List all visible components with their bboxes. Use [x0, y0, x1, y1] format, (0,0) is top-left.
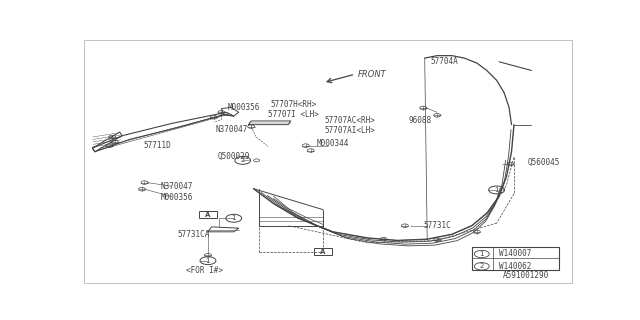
Text: M000356: M000356	[227, 103, 260, 112]
Text: 57707H<RH>: 57707H<RH>	[270, 100, 316, 109]
Text: 1: 1	[479, 251, 484, 257]
Text: M000356: M000356	[161, 193, 193, 202]
Text: 57707AI<LH>: 57707AI<LH>	[325, 126, 376, 135]
Text: <FOR I#>: <FOR I#>	[186, 266, 223, 275]
Bar	[314, 248, 332, 255]
Text: 57707AC<RH>: 57707AC<RH>	[325, 116, 376, 125]
Text: A591001290: A591001290	[503, 271, 550, 280]
Bar	[199, 211, 217, 218]
Text: M000344: M000344	[317, 139, 349, 148]
Text: Q500029: Q500029	[218, 152, 250, 161]
Text: 1: 1	[232, 215, 236, 221]
Text: N370047: N370047	[161, 182, 193, 191]
Text: W140062: W140062	[499, 262, 531, 271]
Text: 1: 1	[494, 187, 499, 193]
Text: 1: 1	[205, 258, 210, 264]
Text: 2: 2	[479, 263, 484, 269]
Text: 57711D: 57711D	[143, 141, 171, 150]
Text: A: A	[205, 212, 211, 218]
Text: 2: 2	[241, 157, 245, 164]
Text: A: A	[321, 249, 326, 254]
Text: FRONT: FRONT	[358, 70, 387, 79]
Text: W140007: W140007	[499, 250, 531, 259]
Text: 57731C: 57731C	[423, 221, 451, 230]
Text: Q560045: Q560045	[527, 158, 560, 167]
Text: N370047: N370047	[215, 125, 248, 134]
Text: 57731CA: 57731CA	[178, 230, 211, 239]
Text: 57704A: 57704A	[431, 57, 458, 66]
Bar	[472, 247, 559, 270]
Text: 96088: 96088	[408, 116, 431, 125]
Text: 57707I <LH>: 57707I <LH>	[268, 110, 319, 119]
